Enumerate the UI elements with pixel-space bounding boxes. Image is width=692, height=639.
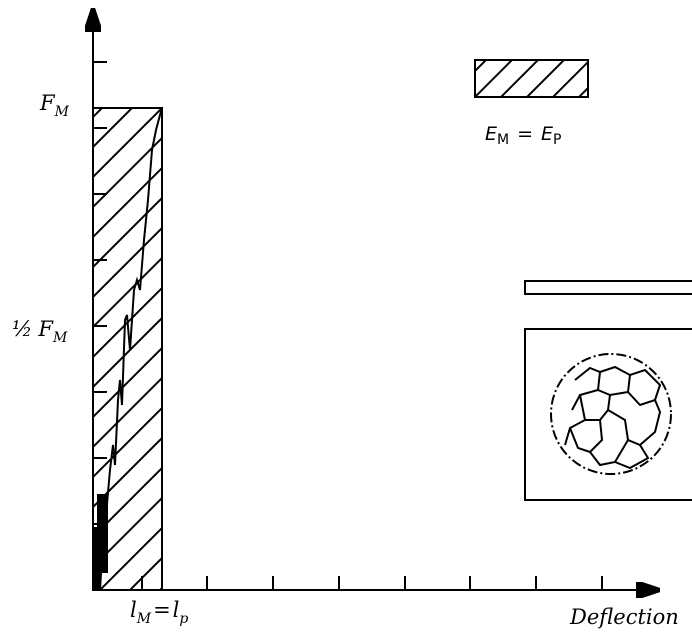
max-label: FM [39, 91, 70, 120]
x-axis-title: Deflection [569, 605, 679, 629]
specimen-side [525, 281, 692, 294]
label-part: F [37, 317, 54, 341]
legend-label: EM=EP [485, 123, 562, 148]
label-part: M [52, 330, 68, 346]
label-part: M [497, 132, 509, 148]
label-part: M [54, 104, 70, 120]
label-part: l [130, 598, 137, 622]
label-part: = [153, 598, 171, 622]
label-part: P [553, 132, 561, 148]
diagram: FM ½FM lM=lp Deflection EM=EP [0, 0, 692, 639]
label-part: F [39, 91, 56, 115]
label-part: M [136, 611, 152, 627]
label-part: ½ [12, 317, 32, 341]
cracks [565, 367, 660, 468]
label-part: l [173, 598, 180, 622]
point-label: lM=lp [130, 598, 188, 627]
fill-block [98, 495, 107, 572]
x-ticks [142, 576, 602, 590]
label-part: E [541, 123, 553, 145]
legend-swatch [475, 60, 588, 97]
label-part: E [485, 123, 497, 145]
label-part: p [179, 611, 188, 627]
fracture-circle [551, 354, 671, 474]
label-part: = [517, 123, 533, 145]
